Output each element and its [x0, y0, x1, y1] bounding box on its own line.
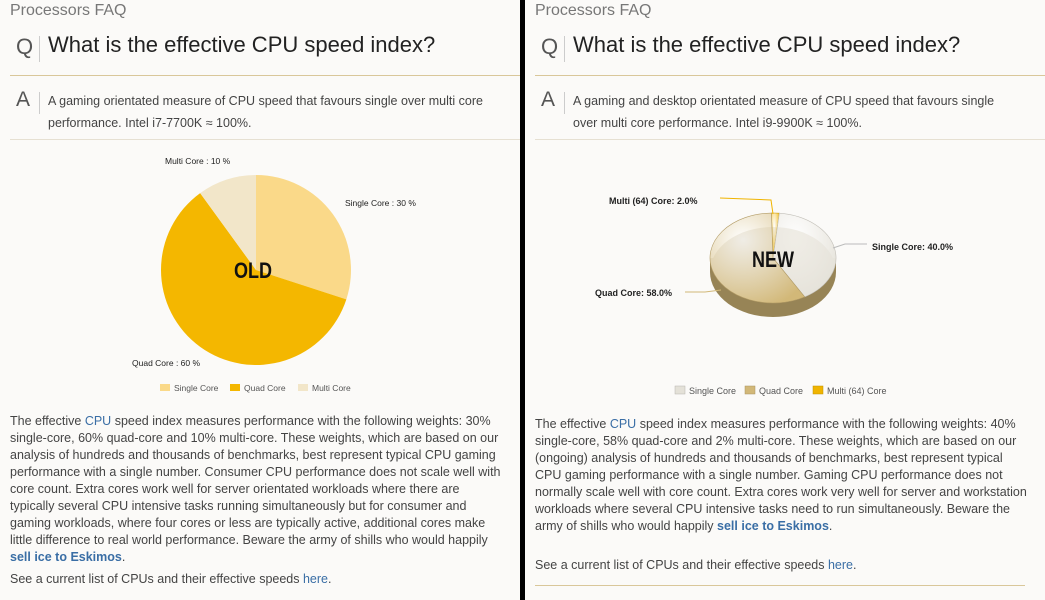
legend-swatch [230, 384, 240, 391]
faq-title: Processors FAQ [535, 2, 652, 19]
pie-slice-quad-core [161, 193, 347, 365]
right-panel: Processors FAQ Q What is the effective C… [525, 0, 1045, 600]
footer-divider [535, 585, 1025, 586]
answer-separator [564, 92, 565, 114]
faq-title: Processors FAQ [10, 2, 127, 19]
slice-label: Quad Core: 58.0% [595, 288, 672, 298]
cpu-link[interactable]: CPU [609, 417, 637, 431]
legend-label: Multi Core [312, 383, 351, 393]
question-separator [564, 36, 565, 62]
pie-slice-quad-core [709, 212, 806, 304]
legend-swatch [812, 385, 824, 395]
pie-slice-multi-core [200, 175, 256, 270]
answer-marker: A [16, 88, 31, 111]
leader-line [719, 197, 774, 215]
explanation-paragraph: The effective CPU speed index measures p… [535, 417, 1027, 533]
answer-row: A A gaming orientated measure of CPU spe… [10, 84, 520, 140]
slice-label: Multi Core : 10 % [165, 156, 231, 166]
legend-label: Quad Core [759, 386, 803, 396]
slice-label: Multi (64) Core: 2.0% [609, 196, 698, 206]
effective-speed-pie-chart-new: Single Core: 40.0% Quad Core: 58.0% Multi … [595, 196, 953, 396]
left-panel: Processors FAQ Q What is the effective C… [0, 0, 520, 600]
effective-speed-pie-chart-old: Single Core : 30 % Quad Core : 60 % Multi … [132, 156, 416, 393]
question-row: Q What is the effective CPU speed index? [535, 26, 1045, 76]
pie-slice-single-core [772, 212, 837, 298]
cpu-link[interactable]: CPU [84, 414, 112, 428]
question-text: What is the effective CPU speed index? [48, 32, 436, 57]
question-text: What is the effective CPU speed index? [573, 32, 961, 57]
leader-line [832, 243, 867, 249]
answer-separator [39, 92, 40, 114]
question-marker: Q [16, 34, 34, 59]
sell-ice-link[interactable]: sell ice to Eskimos [717, 519, 829, 533]
new-stamp: NEW [752, 248, 794, 272]
leader-line [685, 289, 722, 293]
slice-label: Single Core: 40.0% [872, 242, 953, 252]
here-link[interactable]: here [302, 572, 329, 586]
legend-label: Quad Core [244, 383, 286, 393]
panel-divider [520, 0, 525, 600]
old-stamp: OLD [234, 259, 272, 283]
cpu-list-note: See a current list of CPUs and their eff… [10, 572, 332, 586]
legend-label: Single Core [174, 383, 219, 393]
sell-ice-link[interactable]: sell ice to Eskimos [10, 550, 122, 564]
legend-label: Multi (64) Core [827, 386, 887, 396]
legend-label: Single Core [689, 386, 736, 396]
explanation-paragraph: The effective CPU speed index measures p… [10, 414, 501, 564]
slice-label: Single Core : 30 % [345, 198, 416, 208]
legend-swatch [744, 385, 756, 395]
pie-slice-single-core [256, 175, 352, 300]
answer-text: A gaming and desktop orientated measure … [573, 94, 995, 130]
question-marker: Q [541, 34, 559, 59]
legend-swatch [160, 384, 170, 391]
here-link[interactable]: here [827, 558, 854, 572]
answer-marker: A [541, 88, 556, 111]
legend-swatch [674, 385, 686, 395]
slice-label: Quad Core : 60 % [132, 358, 200, 368]
question-row: Q What is the effective CPU speed index? [10, 26, 520, 76]
legend-swatch [298, 384, 308, 391]
cpu-list-note: See a current list of CPUs and their eff… [535, 558, 857, 572]
answer-text: A gaming orientated measure of CPU speed… [48, 94, 483, 130]
answer-row: A A gaming and desktop orientated measur… [535, 84, 1045, 140]
question-separator [39, 36, 40, 62]
